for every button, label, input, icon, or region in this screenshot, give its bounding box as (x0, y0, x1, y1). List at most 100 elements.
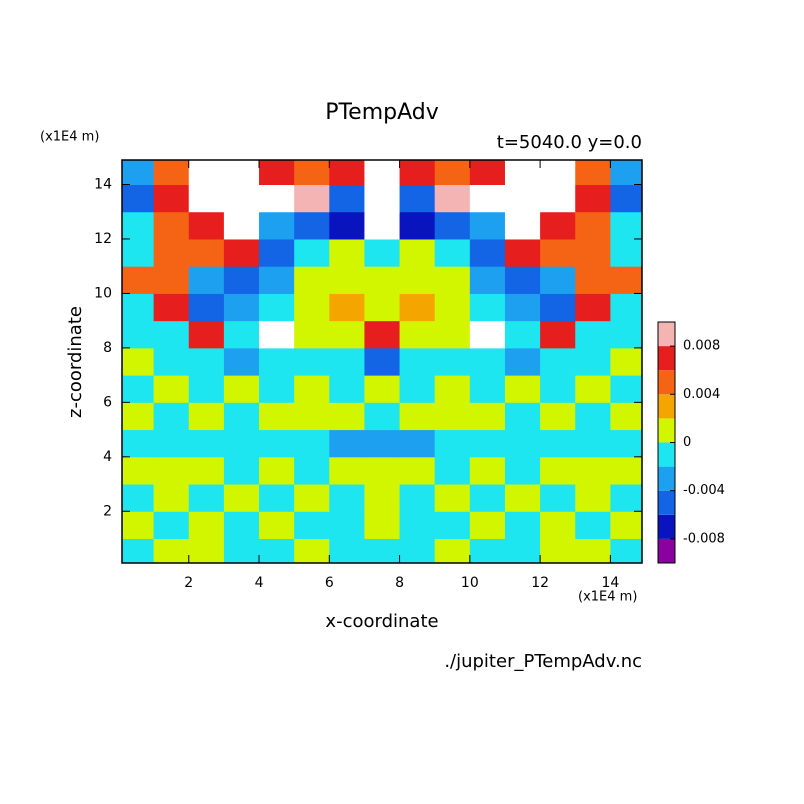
cell (223, 184, 260, 213)
x-unit: (x1E4 m) (578, 590, 637, 605)
cell (434, 347, 471, 376)
cell (540, 211, 576, 240)
cell (469, 160, 506, 186)
cell (399, 511, 436, 539)
colorbar-swatch (658, 538, 675, 563)
cell (294, 293, 330, 322)
cell (540, 266, 576, 294)
cell (399, 484, 436, 512)
cell (259, 511, 295, 539)
cell (575, 211, 611, 240)
cell (434, 511, 471, 539)
cell (188, 266, 225, 294)
cell (122, 402, 155, 431)
cell (188, 429, 225, 458)
cell (434, 538, 471, 563)
cell (575, 456, 611, 485)
x-tick-label: 6 (325, 575, 334, 591)
cell (223, 375, 260, 403)
cell (364, 238, 401, 267)
cell (575, 511, 611, 539)
cell (540, 538, 576, 563)
cell (188, 184, 225, 213)
cell (259, 402, 295, 431)
x-tick-label: 12 (531, 575, 549, 591)
y-tick-label: 8 (103, 340, 112, 356)
cell (153, 538, 190, 563)
cell (575, 402, 611, 431)
cell (329, 375, 365, 403)
y-tick-label: 10 (94, 285, 112, 301)
cell (223, 511, 260, 539)
colorbar-label: -0.008 (683, 531, 725, 546)
cell (469, 238, 506, 267)
cell (364, 320, 401, 349)
cell (434, 238, 471, 267)
cell (610, 293, 642, 322)
cell (399, 238, 436, 267)
cell (329, 238, 365, 267)
cell (504, 347, 541, 376)
cell (364, 484, 401, 512)
cell (364, 456, 401, 485)
cell (399, 456, 436, 485)
cell (122, 320, 155, 349)
colorbar-swatch (658, 322, 675, 347)
chart-title: PTempAdv (325, 100, 439, 125)
cell (610, 429, 642, 458)
colorbar-swatch (658, 370, 675, 395)
cell (223, 538, 260, 563)
cell (610, 211, 642, 240)
cell (504, 538, 541, 563)
cell (540, 320, 576, 349)
y-tick-label: 6 (103, 394, 112, 410)
x-axis-label: x-coordinate (325, 611, 438, 632)
cell (153, 320, 190, 349)
cell (434, 160, 471, 186)
cell (188, 511, 225, 539)
x-tick-label: 14 (601, 575, 619, 591)
colorbar-swatch (658, 514, 675, 539)
cell (504, 429, 541, 458)
colorbar-swatch (658, 394, 675, 419)
cell (153, 375, 190, 403)
cell (575, 484, 611, 512)
cell (122, 160, 155, 186)
cell (399, 375, 436, 403)
cell (575, 160, 611, 186)
cell (223, 238, 260, 267)
cell (575, 375, 611, 403)
cell (434, 484, 471, 512)
cell (153, 456, 190, 485)
footer: ./jupiter_PTempAdv.nc (444, 651, 642, 672)
cell (469, 429, 506, 458)
cell (434, 429, 471, 458)
cell (434, 402, 471, 431)
x-tick-label: 8 (395, 575, 404, 591)
cell (469, 320, 506, 349)
cell (122, 429, 155, 458)
cell (259, 293, 295, 322)
cell (504, 266, 541, 294)
cell (610, 456, 642, 485)
cell (259, 238, 295, 267)
cell (329, 266, 365, 294)
cell (399, 184, 436, 213)
cell (540, 484, 576, 512)
cell (223, 456, 260, 485)
cell (188, 211, 225, 240)
cell (364, 538, 401, 563)
cell (610, 375, 642, 403)
cell (540, 429, 576, 458)
cell (364, 429, 401, 458)
cell (610, 402, 642, 431)
cell (259, 484, 295, 512)
cell (122, 266, 155, 294)
cell (259, 184, 295, 213)
cell (122, 211, 155, 240)
frame (121, 159, 643, 564)
cell (610, 511, 642, 539)
cell (329, 320, 365, 349)
